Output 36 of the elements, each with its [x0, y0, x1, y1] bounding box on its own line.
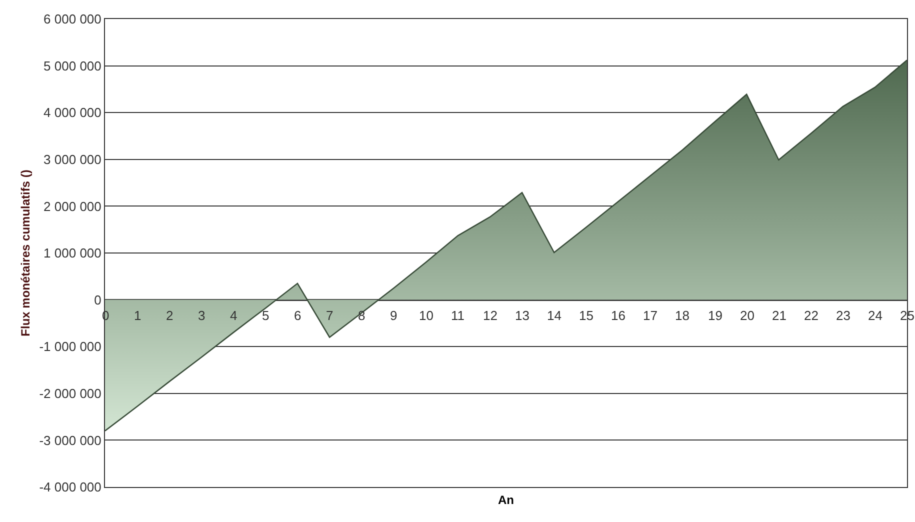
x-axis-title: An	[498, 492, 514, 507]
x-tick-label: 4	[230, 308, 238, 323]
x-tick-label: 7	[326, 308, 334, 323]
x-tick-label: 14	[547, 308, 562, 323]
x-tick-label: 9	[390, 308, 398, 323]
y-tick-label: -2 000 000	[39, 386, 102, 401]
x-tick-label: 15	[579, 308, 594, 323]
x-tick-label: 3	[198, 308, 206, 323]
x-tick-label: 20	[740, 308, 754, 323]
y-tick-label: 2 000 000	[44, 198, 102, 214]
x-tick-label: 21	[772, 308, 786, 323]
y-tick-label: 6 000 000	[44, 12, 102, 27]
y-tick-label: 0	[94, 292, 102, 308]
x-tick-label: 19	[708, 308, 722, 323]
x-tick-label: 13	[515, 308, 530, 323]
x-tick-label: 2	[166, 308, 174, 323]
y-tick-label: -4 000 000	[39, 480, 102, 495]
x-tick-label: 16	[611, 308, 626, 323]
x-tick-label: 10	[419, 308, 434, 323]
x-tick-label: 18	[675, 308, 690, 323]
x-tick-label: 5	[262, 308, 270, 323]
y-tick-label: 1 000 000	[44, 246, 102, 261]
x-tick-label: 22	[804, 308, 818, 323]
y-tick-label: -3 000 000	[39, 432, 102, 448]
y-tick-label: -1 000 000	[39, 339, 102, 354]
x-tick-label: 6	[294, 308, 302, 323]
x-tick-label: 23	[836, 308, 850, 323]
x-tick-label: 12	[483, 308, 498, 323]
x-tick-label: 1	[134, 308, 142, 323]
y-tick-label: 3 000 000	[44, 152, 102, 167]
y-tick-label: 5 000 000	[44, 58, 102, 74]
y-tick-label: 4 000 000	[44, 105, 102, 120]
x-tick-label: 11	[451, 308, 464, 323]
x-tick-label: 24	[868, 308, 882, 323]
x-tick-label: 17	[643, 308, 658, 323]
y-axis-title: Flux monétaires cumulatifs ()	[18, 170, 33, 336]
